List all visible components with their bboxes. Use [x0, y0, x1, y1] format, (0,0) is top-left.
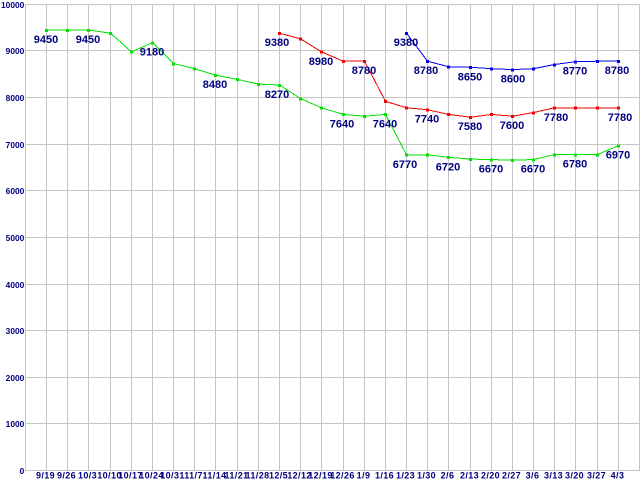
svg-text:12/26: 12/26	[330, 470, 355, 480]
svg-text:8780: 8780	[605, 65, 629, 77]
svg-text:9/19: 9/19	[36, 470, 55, 480]
svg-text:3/27: 3/27	[587, 470, 606, 480]
svg-text:3000: 3000	[6, 326, 25, 336]
svg-text:8600: 8600	[501, 74, 525, 86]
svg-text:9450: 9450	[34, 34, 58, 46]
svg-text:3/6: 3/6	[526, 470, 540, 480]
svg-text:12/19: 12/19	[308, 470, 333, 480]
svg-text:7600: 7600	[500, 120, 524, 132]
svg-text:11/7: 11/7	[184, 470, 203, 480]
svg-text:8480: 8480	[203, 79, 227, 91]
svg-text:9/26: 9/26	[57, 470, 76, 480]
svg-text:1/16: 1/16	[375, 470, 394, 480]
svg-text:4000: 4000	[6, 280, 25, 290]
svg-text:0: 0	[20, 466, 25, 476]
svg-text:7640: 7640	[373, 118, 397, 130]
svg-text:7780: 7780	[608, 112, 632, 124]
svg-text:2/6: 2/6	[441, 470, 455, 480]
svg-text:7580: 7580	[458, 121, 482, 133]
svg-text:12/12: 12/12	[287, 470, 312, 480]
svg-text:8270: 8270	[265, 89, 289, 101]
svg-text:1000: 1000	[6, 419, 25, 429]
svg-text:2/27: 2/27	[502, 470, 521, 480]
svg-text:12/5: 12/5	[269, 470, 288, 480]
svg-text:11/21: 11/21	[224, 470, 248, 480]
svg-text:10/24: 10/24	[139, 470, 164, 480]
svg-text:6670: 6670	[479, 164, 503, 176]
svg-text:10/31: 10/31	[160, 470, 185, 480]
svg-text:2000: 2000	[6, 373, 25, 383]
svg-text:8980: 8980	[309, 56, 333, 68]
svg-text:8650: 8650	[458, 71, 482, 83]
svg-text:9450: 9450	[76, 34, 100, 46]
svg-text:5000: 5000	[6, 233, 25, 243]
svg-text:7780: 7780	[544, 112, 568, 124]
svg-text:10/3: 10/3	[78, 470, 97, 480]
svg-text:4/3: 4/3	[611, 470, 625, 480]
svg-text:8780: 8780	[414, 65, 438, 77]
svg-text:2/13: 2/13	[460, 470, 479, 480]
svg-text:10000: 10000	[1, 0, 25, 10]
svg-text:9000: 9000	[6, 46, 25, 56]
svg-text:11/14: 11/14	[202, 470, 226, 480]
svg-text:1/9: 1/9	[357, 470, 371, 480]
svg-text:9380: 9380	[394, 37, 418, 49]
svg-text:6770: 6770	[393, 159, 417, 171]
svg-text:3/13: 3/13	[544, 470, 563, 480]
svg-text:7000: 7000	[6, 140, 25, 150]
svg-text:8780: 8780	[352, 65, 376, 77]
svg-text:10/10: 10/10	[97, 470, 122, 480]
svg-text:6970: 6970	[606, 150, 630, 162]
svg-text:8770: 8770	[563, 66, 587, 78]
svg-text:11/28: 11/28	[245, 470, 269, 480]
svg-text:8000: 8000	[6, 93, 25, 103]
svg-text:7640: 7640	[330, 118, 354, 130]
svg-text:9380: 9380	[265, 37, 289, 49]
svg-text:10/17: 10/17	[118, 470, 143, 480]
svg-text:6780: 6780	[563, 159, 587, 171]
svg-text:7740: 7740	[415, 114, 439, 126]
svg-text:3/20: 3/20	[565, 470, 584, 480]
svg-text:1/23: 1/23	[396, 470, 415, 480]
svg-text:6670: 6670	[521, 164, 545, 176]
svg-text:6000: 6000	[6, 186, 25, 196]
svg-text:2/20: 2/20	[481, 470, 500, 480]
svg-text:1/30: 1/30	[417, 470, 436, 480]
svg-text:6720: 6720	[436, 161, 460, 173]
svg-text:9180: 9180	[140, 47, 164, 59]
